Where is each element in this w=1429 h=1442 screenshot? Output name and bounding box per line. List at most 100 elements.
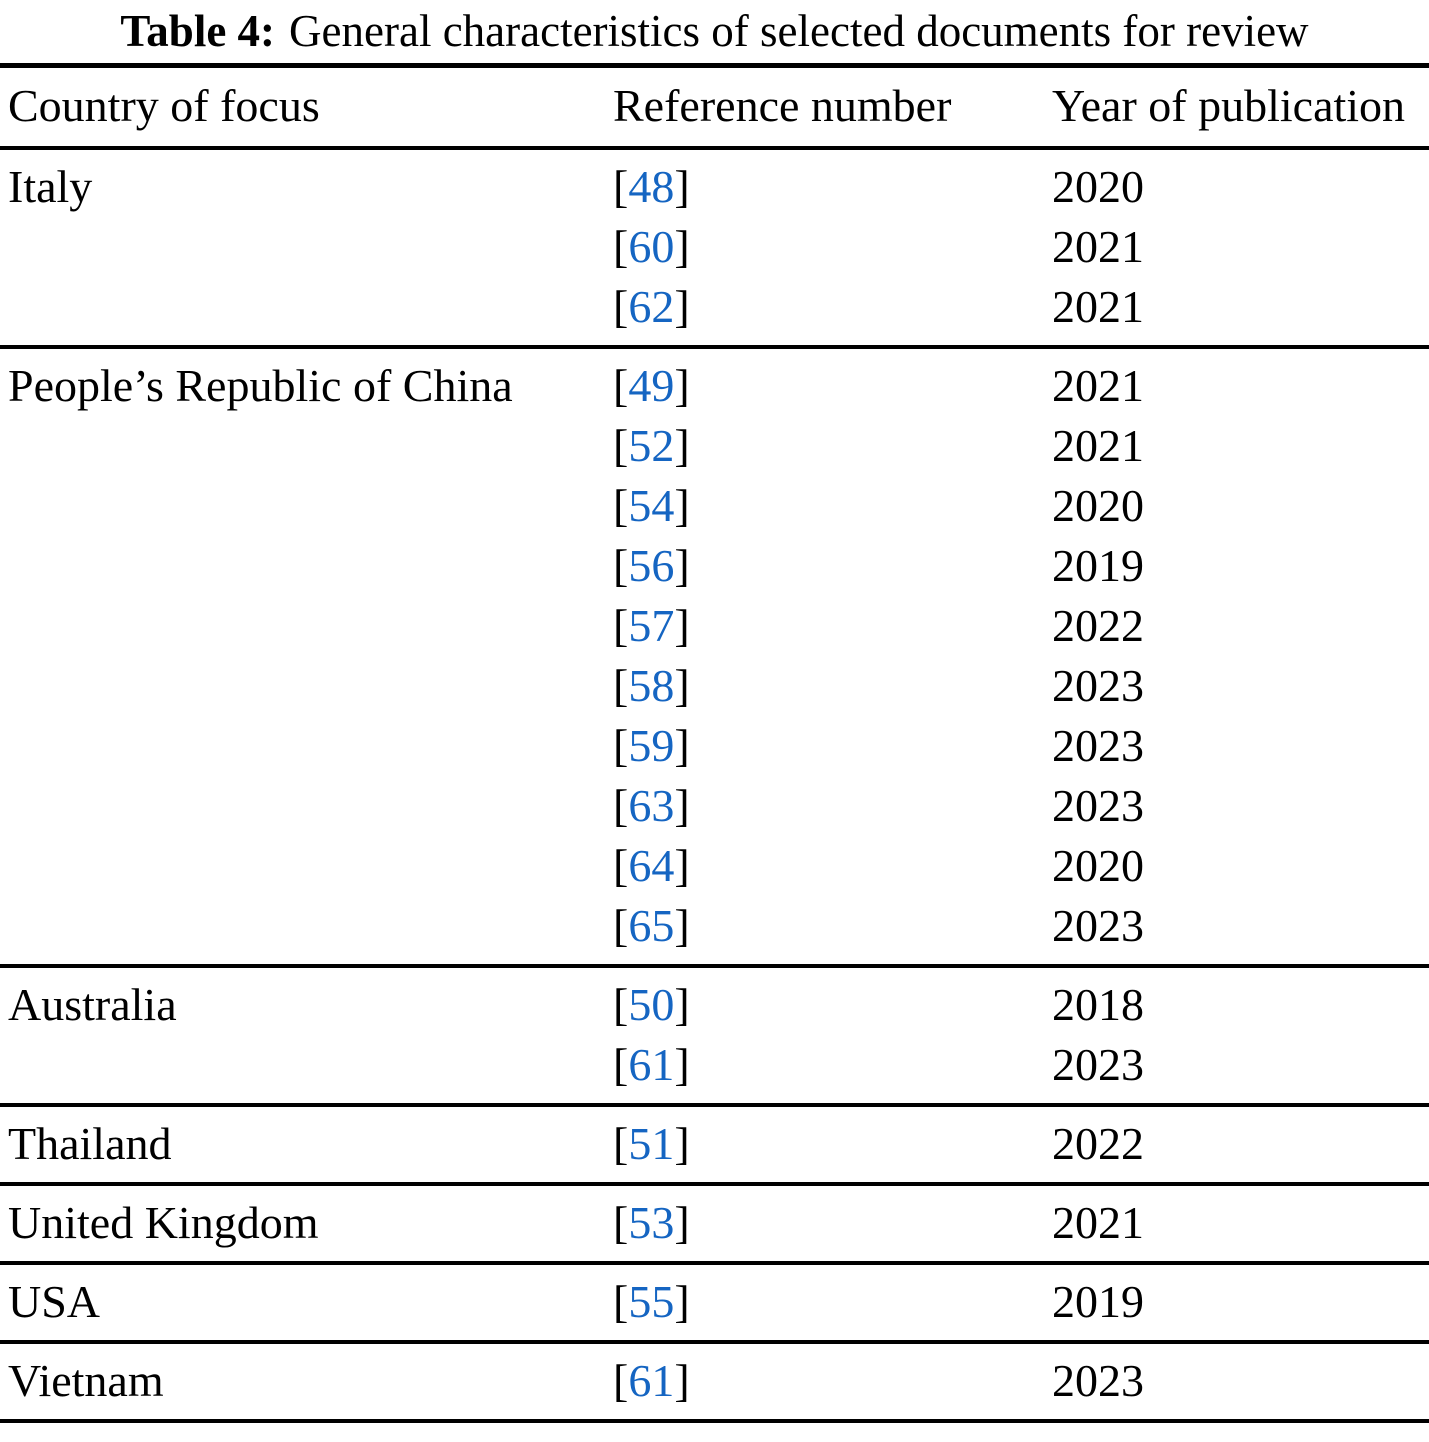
citation-bracket-left: [ <box>613 660 629 711</box>
country-group: People’s Republic of China [49] 2021 [52] 20… <box>0 349 1429 968</box>
citation-number[interactable]: 54 <box>628 480 675 531</box>
citation-bracket-right: ] <box>674 1039 690 1090</box>
table-row: [54] 2020 <box>0 476 1429 536</box>
citation-link[interactable]: [59] <box>613 720 690 771</box>
citation-bracket-left: [ <box>613 1197 629 1248</box>
citation-number[interactable]: 57 <box>628 600 675 651</box>
citation-link[interactable]: [52] <box>613 420 690 471</box>
citation-link[interactable]: [53] <box>613 1197 690 1248</box>
citation-bracket-right: ] <box>674 221 690 272</box>
country-cell: United Kingdom <box>8 1197 319 1248</box>
citation-number[interactable]: 61 <box>628 1039 675 1090</box>
table-header-row: Country of focus Reference number Year o… <box>0 68 1429 146</box>
country-group: United Kingdom [53] 2021 <box>0 1186 1429 1265</box>
citation-number[interactable]: 52 <box>628 420 675 471</box>
country-cell: Italy <box>8 161 93 212</box>
year-cell: 2022 <box>1052 600 1144 651</box>
year-cell: 2021 <box>1052 420 1144 471</box>
citation-bracket-left: [ <box>613 161 629 212</box>
country-cell <box>8 596 613 656</box>
citation-link[interactable]: [54] <box>613 480 690 531</box>
citation-link[interactable]: [63] <box>613 780 690 831</box>
citation-bracket-left: [ <box>613 979 629 1030</box>
table-row: [58] 2023 <box>0 656 1429 716</box>
table-row: Thailand [51] 2022 <box>0 1114 1429 1174</box>
citation-link[interactable]: [49] <box>613 360 690 411</box>
column-header-reference: Reference number <box>613 80 952 131</box>
citation-link[interactable]: [61] <box>613 1355 690 1406</box>
year-cell: 2021 <box>1052 221 1144 272</box>
citation-link[interactable]: [58] <box>613 660 690 711</box>
citation-number[interactable]: 49 <box>628 360 675 411</box>
citation-number[interactable]: 50 <box>628 979 675 1030</box>
citation-number[interactable]: 63 <box>628 780 675 831</box>
citation-bracket-left: [ <box>613 720 629 771</box>
citation-link[interactable]: [64] <box>613 840 690 891</box>
country-group: Australia [50] 2018 [61] 2023 <box>0 968 1429 1107</box>
citation-number[interactable]: 53 <box>628 1197 675 1248</box>
citation-number[interactable]: 64 <box>628 840 675 891</box>
year-cell: 2018 <box>1052 979 1144 1030</box>
table: Country of focus Reference number Year o… <box>0 63 1429 1423</box>
reference-cell: [62] <box>613 277 1052 337</box>
table-row: [61] 2023 <box>0 1035 1429 1095</box>
country-cell <box>8 476 613 536</box>
citation-number[interactable]: 60 <box>628 221 675 272</box>
citation-bracket-right: ] <box>674 360 690 411</box>
country-group: Vietnam [61] 2023 <box>0 1344 1429 1423</box>
table-row: [64] 2020 <box>0 836 1429 896</box>
citation-bracket-left: [ <box>613 281 629 332</box>
country-cell <box>8 836 613 896</box>
citation-bracket-left: [ <box>613 600 629 651</box>
citation-link[interactable]: [55] <box>613 1276 690 1327</box>
citation-number[interactable]: 48 <box>628 161 675 212</box>
citation-number[interactable]: 55 <box>628 1276 675 1327</box>
citation-link[interactable]: [60] <box>613 221 690 272</box>
citation-number[interactable]: 56 <box>628 540 675 591</box>
country-cell: People’s Republic of China <box>8 360 513 411</box>
citation-link[interactable]: [56] <box>613 540 690 591</box>
reference-cell: [58] <box>613 656 1052 716</box>
citation-link[interactable]: [62] <box>613 281 690 332</box>
table-row: People’s Republic of China [49] 2021 <box>0 356 1429 416</box>
country-cell <box>8 656 613 716</box>
citation-number[interactable]: 61 <box>628 1355 675 1406</box>
year-cell: 2020 <box>1052 480 1144 531</box>
country-cell <box>8 896 613 956</box>
citation-number[interactable]: 51 <box>628 1118 675 1169</box>
citation-link[interactable]: [48] <box>613 161 690 212</box>
citation-number[interactable]: 59 <box>628 720 675 771</box>
table-row: [57] 2022 <box>0 596 1429 656</box>
country-cell: Vietnam <box>8 1355 164 1406</box>
table-row: [60] 2021 <box>0 217 1429 277</box>
column-header-country: Country of focus <box>8 80 320 131</box>
reference-cell: [56] <box>613 536 1052 596</box>
country-cell <box>8 217 613 277</box>
citation-bracket-left: [ <box>613 1118 629 1169</box>
year-cell: 2023 <box>1052 1355 1144 1406</box>
reference-cell: [53] <box>613 1193 1052 1253</box>
citation-bracket-left: [ <box>613 480 629 531</box>
country-cell: Thailand <box>8 1118 172 1169</box>
citation-bracket-left: [ <box>613 540 629 591</box>
citation-number[interactable]: 62 <box>628 281 675 332</box>
country-group: Thailand [51] 2022 <box>0 1107 1429 1186</box>
citation-bracket-left: [ <box>613 1276 629 1327</box>
citation-number[interactable]: 58 <box>628 660 675 711</box>
country-cell: Australia <box>8 979 177 1030</box>
citation-link[interactable]: [51] <box>613 1118 690 1169</box>
citation-link[interactable]: [50] <box>613 979 690 1030</box>
reference-cell: [61] <box>613 1035 1052 1095</box>
table-row: [65] 2023 <box>0 896 1429 956</box>
citation-link[interactable]: [65] <box>613 900 690 951</box>
year-cell: 2020 <box>1052 161 1144 212</box>
reference-cell: [54] <box>613 476 1052 536</box>
citation-number[interactable]: 65 <box>628 900 675 951</box>
citation-bracket-right: ] <box>674 1276 690 1327</box>
citation-bracket-left: [ <box>613 221 629 272</box>
citation-link[interactable]: [61] <box>613 1039 690 1090</box>
citation-link[interactable]: [57] <box>613 600 690 651</box>
year-cell: 2019 <box>1052 1276 1144 1327</box>
citation-bracket-right: ] <box>674 420 690 471</box>
